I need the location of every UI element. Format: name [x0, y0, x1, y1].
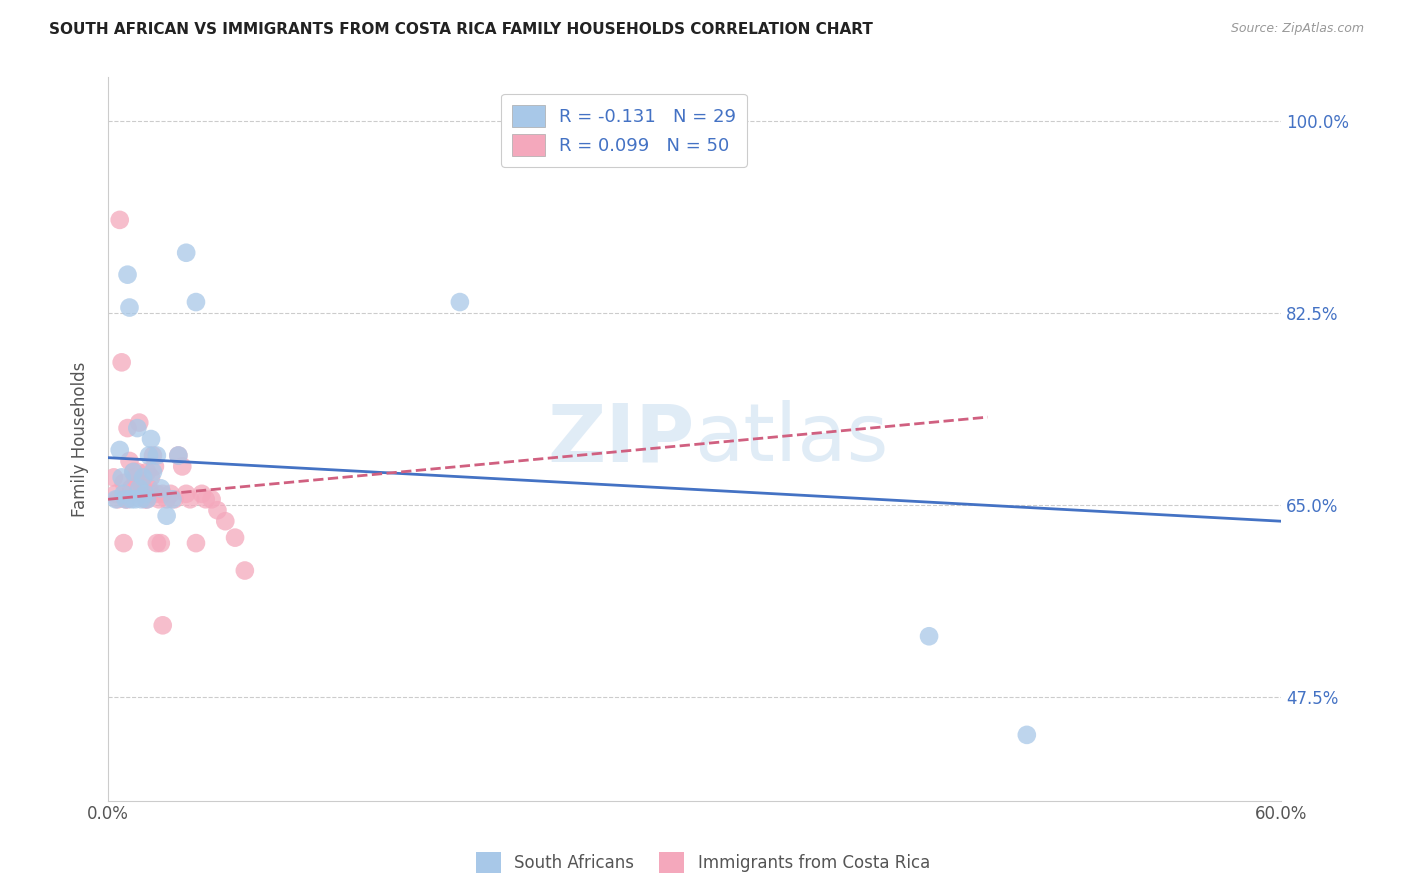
Point — [111, 355, 134, 369]
Point — [122, 465, 145, 479]
Point — [132, 487, 155, 501]
Point — [120, 481, 142, 495]
Text: Source: ZipAtlas.com: Source: ZipAtlas.com — [1230, 22, 1364, 36]
Point — [117, 492, 139, 507]
Point — [167, 449, 190, 463]
Point — [127, 465, 149, 479]
Point — [132, 481, 155, 495]
Text: ZIP: ZIP — [547, 400, 695, 478]
Point — [233, 564, 256, 578]
Point — [207, 503, 229, 517]
Legend: R = -0.131   N = 29, R = 0.099   N = 50: R = -0.131 N = 29, R = 0.099 N = 50 — [502, 94, 747, 167]
Point — [148, 492, 170, 507]
Point — [1015, 728, 1038, 742]
Point — [139, 487, 162, 501]
Point — [112, 536, 135, 550]
Point — [142, 449, 165, 463]
Point — [108, 213, 131, 227]
Point — [159, 487, 181, 501]
Point — [134, 487, 156, 501]
Point — [143, 459, 166, 474]
Point — [111, 470, 134, 484]
Point — [120, 481, 142, 495]
Point — [214, 514, 236, 528]
Point — [146, 449, 169, 463]
Point — [124, 492, 146, 507]
Point — [118, 301, 141, 315]
Point — [114, 492, 136, 507]
Point — [172, 459, 194, 474]
Point — [139, 432, 162, 446]
Point — [122, 465, 145, 479]
Point — [124, 470, 146, 484]
Point — [200, 492, 222, 507]
Text: atlas: atlas — [695, 400, 889, 478]
Point — [184, 536, 207, 550]
Point — [118, 454, 141, 468]
Point — [108, 442, 131, 457]
Point — [149, 481, 172, 495]
Point — [114, 492, 136, 507]
Text: SOUTH AFRICAN VS IMMIGRANTS FROM COSTA RICA FAMILY HOUSEHOLDS CORRELATION CHART: SOUTH AFRICAN VS IMMIGRANTS FROM COSTA R… — [49, 22, 873, 37]
Point — [138, 481, 160, 495]
Point — [127, 421, 149, 435]
Point — [174, 245, 197, 260]
Point — [184, 295, 207, 310]
Point — [136, 492, 159, 507]
Point — [167, 449, 190, 463]
Point — [152, 487, 174, 501]
Y-axis label: Family Households: Family Households — [72, 361, 89, 516]
Point — [103, 470, 125, 484]
Point — [129, 475, 152, 490]
Point — [127, 487, 149, 501]
Point — [163, 492, 186, 507]
Point — [224, 531, 246, 545]
Point — [128, 481, 150, 495]
Point — [179, 492, 201, 507]
Point — [194, 492, 217, 507]
Point — [117, 268, 139, 282]
Point — [117, 421, 139, 435]
Point — [112, 487, 135, 501]
Point — [146, 487, 169, 501]
Point — [449, 295, 471, 310]
Point — [104, 492, 127, 507]
Point — [132, 470, 155, 484]
Point — [142, 465, 165, 479]
Point — [136, 465, 159, 479]
Point — [104, 487, 127, 501]
Point — [152, 618, 174, 632]
Point — [191, 487, 214, 501]
Point — [112, 475, 135, 490]
Point — [120, 492, 142, 507]
Legend: South Africans, Immigrants from Costa Rica: South Africans, Immigrants from Costa Ri… — [470, 846, 936, 880]
Point — [918, 629, 941, 643]
Point — [149, 536, 172, 550]
Point — [107, 492, 129, 507]
Point — [136, 492, 159, 507]
Point — [174, 487, 197, 501]
Point — [139, 470, 162, 484]
Point — [128, 416, 150, 430]
Point — [156, 492, 179, 507]
Point — [129, 492, 152, 507]
Point — [146, 536, 169, 550]
Point — [162, 492, 184, 507]
Point — [134, 492, 156, 507]
Point — [156, 508, 179, 523]
Point — [138, 449, 160, 463]
